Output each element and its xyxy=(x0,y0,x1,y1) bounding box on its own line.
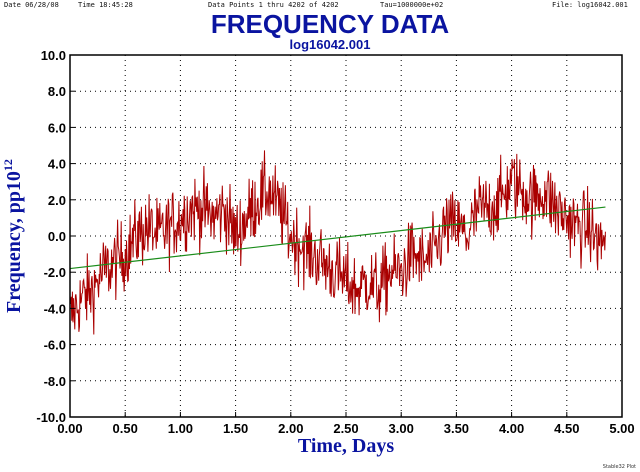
y-tick-label: -4.0 xyxy=(44,301,66,316)
x-tick-label: 2.50 xyxy=(333,421,358,436)
frequency-series-line xyxy=(69,150,606,335)
y-tick-label: -8.0 xyxy=(44,374,66,389)
stable32-credit: Stable32 Plot xyxy=(603,464,636,470)
chart-subtitle: log16042.001 xyxy=(290,37,371,52)
header-info-bar: Date 06/28/08 Time 18:45:28 Data Points … xyxy=(0,0,640,12)
y-axis-label-exponent: 12 xyxy=(1,159,15,171)
x-tick-label: 0.50 xyxy=(113,421,138,436)
x-tick-labels: 0.00 0.50 1.00 1.50 2.00 2.50 3.00 3.50 4.00 4.50… xyxy=(57,412,635,436)
x-tick-label: 3.50 xyxy=(444,421,469,436)
y-tick-label: -6.0 xyxy=(44,338,66,353)
x-tick-label: 0.00 xyxy=(57,421,82,436)
x-tick-label: 1.00 xyxy=(168,421,193,436)
x-tick-label: 5.00 xyxy=(609,421,634,436)
x-tick-label: 1.50 xyxy=(223,421,248,436)
x-axis-label: Time, Days xyxy=(298,435,395,457)
header-tau: Tau=1000000e+02 xyxy=(380,1,444,9)
y-tick-label: 0.0 xyxy=(48,229,66,244)
y-tick-label: 4.0 xyxy=(48,157,66,172)
frequency-trace-layer xyxy=(69,150,606,335)
y-tick-label: 6.0 xyxy=(48,120,66,135)
trend-fit-line xyxy=(69,206,606,270)
y-axis-label-main: Frequency, pp10 xyxy=(3,171,25,313)
header-file: File: log16042.001 xyxy=(552,1,628,9)
y-tick-labels: 10.0 8.0 6.0 4.0 2.0 0.0 -2.0 -4.0 -6.0 -8.0 -10.0 xyxy=(36,48,75,425)
y-tick-label: -10.0 xyxy=(36,410,66,425)
x-tick-label: 4.50 xyxy=(554,421,579,436)
y-tick-label: 10.0 xyxy=(41,48,66,63)
x-tick-label: 3.00 xyxy=(389,421,414,436)
y-tick-label: -2.0 xyxy=(44,265,66,280)
x-tick-label: 4.00 xyxy=(499,421,524,436)
y-axis-label: Frequency, pp1012 xyxy=(1,159,25,313)
header-time: Time 18:45:28 xyxy=(78,1,133,9)
x-tick-label: 2.00 xyxy=(278,421,303,436)
chart-title: FREQUENCY DATA xyxy=(211,9,450,39)
header-data-points: Data Points 1 thru 4202 of 4202 xyxy=(208,1,339,9)
trend-line-layer xyxy=(69,206,606,270)
y-tick-label: 8.0 xyxy=(48,84,66,99)
header-date: Date 06/28/08 xyxy=(4,1,59,9)
y-tick-label: 2.0 xyxy=(48,193,66,208)
